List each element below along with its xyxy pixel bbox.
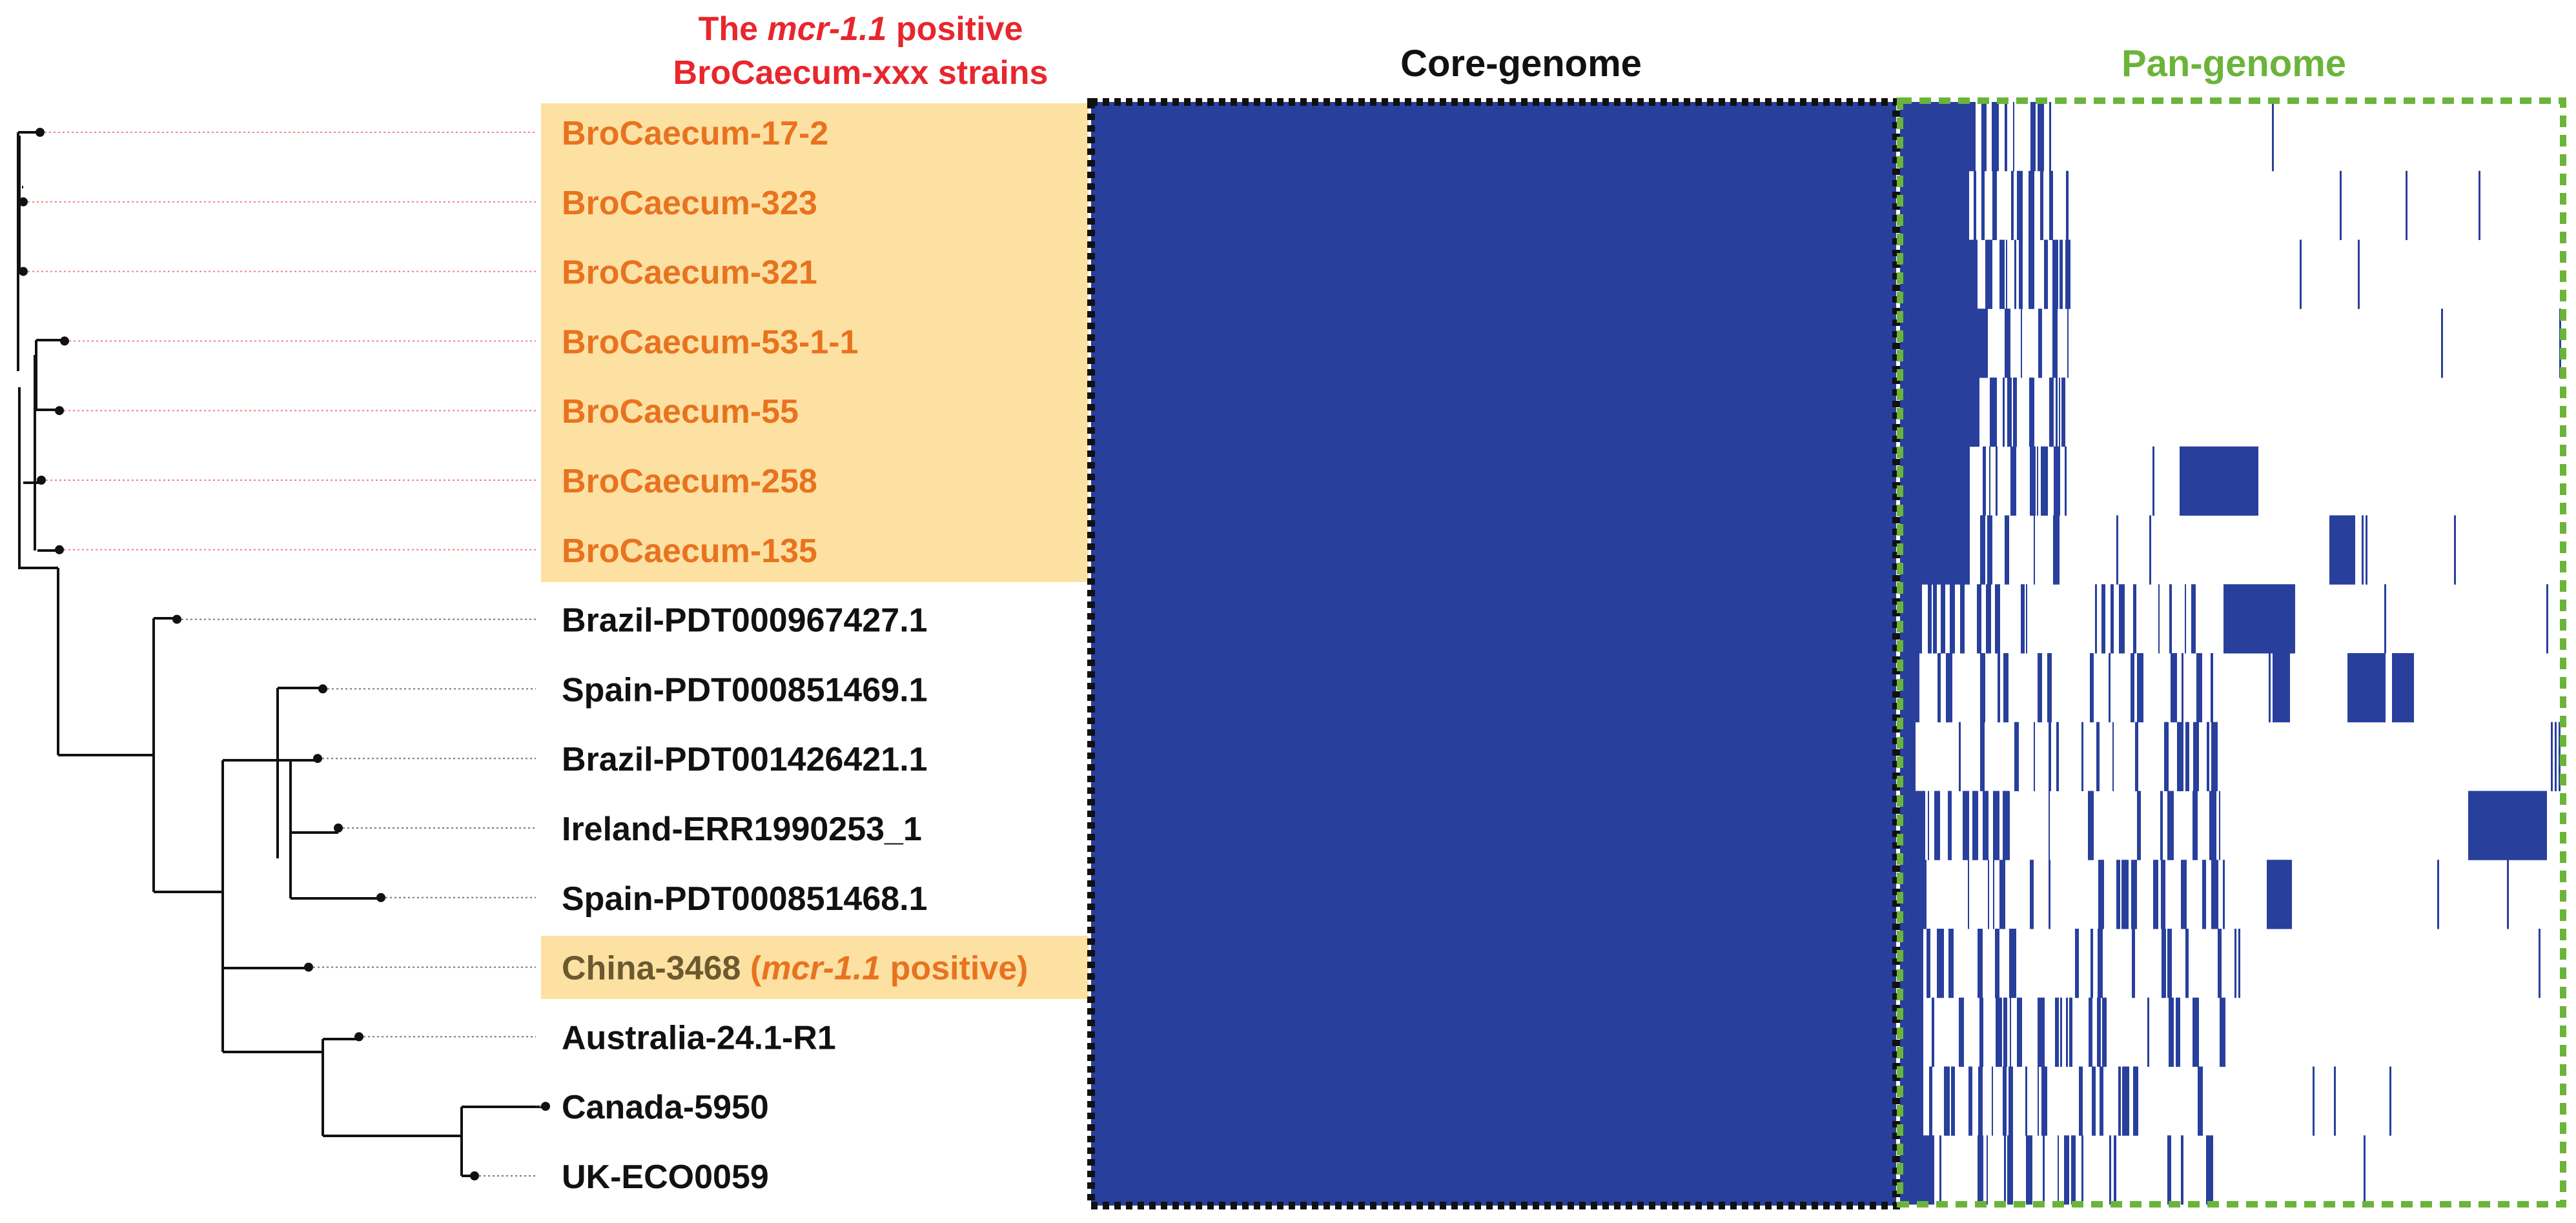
pan-row-10 [1900,791,2547,860]
leaf-dot-10 [334,824,343,833]
pan-row-0 [1900,102,2274,172]
leaf-dot-1 [19,197,28,207]
pan-row-3 [1900,308,2561,378]
core-genome-border [1087,98,1900,1209]
strain-label-6: BroCaecum-135 [562,532,817,570]
china-note-italic: mcr-1.1 [761,950,881,987]
strain-label-2: BroCaecum-321 [562,254,817,292]
pan-row-2 [1900,239,2360,309]
strain-label-9: Brazil-PDT001426421.1 [562,741,928,778]
pan-row-15 [1900,1135,2366,1205]
leaf-dot-3 [60,336,69,346]
pan-row-9 [1900,722,2561,791]
china-note-open: ( [741,950,761,987]
china-highlight-panel [541,936,1089,999]
pan-row-11 [1900,860,2509,929]
leaf-dots [19,128,550,1180]
pan-row-1 [1900,170,2480,240]
strain-label-5: BroCaecum-258 [562,463,817,500]
strain-label-0: BroCaecum-17-2 [562,115,828,152]
pan-row-8 [1900,653,2414,723]
strain-label-11: Spain-PDT000851468.1 [562,880,928,918]
leaf-dot-2 [19,267,28,276]
tree-branch-13 [18,387,58,569]
mcr-highlight-panel [541,103,1089,582]
strain-label-1: BroCaecum-323 [562,185,817,222]
pan-row-6 [1900,515,2456,585]
pan-row-14 [1900,1066,2391,1136]
leaf-dot-13 [354,1032,363,1042]
strain-label-13: Australia-24.1-R1 [562,1019,836,1056]
china-note-close: positive) [881,950,1028,987]
highlight-title-line2: BroCaecum-xxx strains [673,54,1048,92]
pan-row-7 [1900,584,2548,654]
pan-row-12 [1900,929,2540,998]
leaf-dot-9 [313,754,322,763]
pan-genome-title: Pan-genome [2121,43,2346,85]
strain-label-15: UK-ECO0059 [562,1158,769,1196]
strain-label-10: Ireland-ERR1990253_1 [562,811,922,848]
leaf-dot-4 [55,406,64,416]
pan-row-5 [1900,446,2258,516]
tree-branch-10 [35,340,59,411]
strain-label-7: Brazil-PDT000967427.1 [562,602,928,640]
leaf-dot-11 [376,893,385,902]
leaf-dot-0 [36,128,45,137]
strain-labels: BroCaecum-17-2 BroCaecum-323 BroCaecum-321… [562,115,1028,1196]
pan-genome-border [1897,97,2566,1208]
highlight-title-suffix: positive [886,10,1023,48]
leaf-dot-12 [304,962,313,972]
leaf-dot-6 [55,545,64,554]
pan-row-4 [1900,378,2065,447]
strain-label-3: BroCaecum-53-1-1 [562,323,859,361]
highlight-title-italic: mcr-1.1 [767,10,886,48]
pan-row-13 [1900,997,2225,1067]
leaf-dot-14 [541,1102,550,1111]
leader-lines [23,132,546,1177]
strain-label-8: Spain-PDT000851469.1 [562,671,928,709]
strain-label-12: China-3468 (mcr-1.1 positive) [562,950,1028,987]
highlight-title-prefix: The [699,10,768,48]
pan-genome-matrix [1900,102,2561,1205]
strain-label-14: Canada-5950 [562,1089,769,1126]
highlight-title-line1: The mcr-1.1 positive [699,10,1023,48]
leaf-dot-7 [172,614,181,624]
leaf-dot-15 [470,1171,479,1180]
leaf-dot-5 [37,476,46,485]
core-genome-matrix [1091,102,1896,1206]
phylogenetic-tree [17,131,546,1177]
core-genome-title: Core-genome [1400,43,1642,85]
strain-label-4: BroCaecum-55 [562,393,799,430]
leaf-dot-8 [318,684,327,694]
